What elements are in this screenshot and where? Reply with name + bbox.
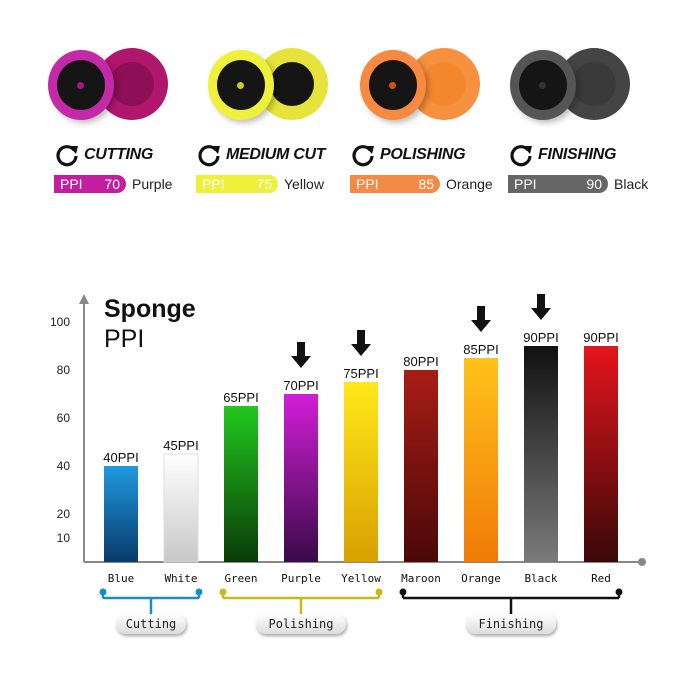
group-label-finishing: Finishing — [466, 614, 556, 634]
ppi-badge-polishing: PPI 85 Orange — [350, 174, 493, 194]
rotate-cycle-icon — [352, 145, 374, 167]
ppi-label: PPI — [356, 176, 379, 192]
bar — [104, 466, 138, 562]
y-tick-label: 80 — [57, 363, 71, 377]
product-label-polishing: POLISHING — [350, 142, 466, 168]
ppi-pill: PPI 85 — [350, 175, 440, 193]
data-label: 65PPI — [223, 390, 258, 405]
y-axis-arrow — [79, 294, 89, 304]
group-bracket-dot — [615, 588, 623, 596]
product-row: CUTTING PPI 70 Purple MEDIUM CUT PPI 75 … — [0, 0, 700, 210]
group-label-cutting: Cutting — [116, 614, 186, 634]
y-tick-label: 100 — [50, 315, 70, 329]
product-image-finishing — [510, 48, 630, 128]
y-tick-label: 10 — [57, 531, 71, 545]
ppi-value: 90 — [586, 176, 602, 192]
pad-front — [48, 50, 114, 120]
product-name: MEDIUM CUT — [226, 146, 326, 163]
product-label-medium-cut: MEDIUM CUT — [196, 142, 326, 168]
bar — [344, 382, 378, 562]
pad-front — [208, 50, 274, 120]
chart-title-text: Sponge — [104, 295, 196, 323]
ppi-value: 85 — [418, 176, 434, 192]
data-label: 90PPI — [523, 330, 558, 345]
data-label: 75PPI — [343, 366, 378, 381]
bar — [284, 394, 318, 562]
ppi-badge-cutting: PPI 70 Purple — [54, 174, 172, 194]
x-tick-label: Maroon — [401, 572, 441, 585]
group-bracket-dot — [219, 588, 227, 596]
product-image-polishing — [360, 48, 480, 128]
data-label: 45PPI — [163, 438, 198, 453]
bar — [163, 453, 199, 563]
chart-subtitle: PPI — [104, 325, 145, 353]
y-tick-label: 40 — [57, 459, 71, 473]
group-bracket-dot — [195, 588, 203, 596]
ppi-label: PPI — [60, 176, 83, 192]
product-name: CUTTING — [84, 146, 154, 163]
down-arrow-icon — [531, 294, 551, 320]
ppi-pill: PPI 75 — [196, 175, 278, 193]
data-label: 90PPI — [583, 330, 618, 345]
pad-color-name: Orange — [446, 176, 493, 192]
product-image-medium-cut — [208, 48, 328, 128]
group-bracket-dot — [399, 588, 407, 596]
ppi-label: PPI — [202, 176, 225, 192]
ppi-pill: PPI 70 — [54, 175, 126, 193]
x-tick-label: Black — [524, 572, 557, 585]
product-label-cutting: CUTTING — [54, 142, 153, 168]
down-arrow-icon — [351, 330, 371, 356]
rotate-cycle-icon — [56, 145, 78, 167]
x-axis-end — [638, 558, 646, 566]
data-label: 80PPI — [403, 354, 438, 369]
pad-color-name: Purple — [132, 176, 173, 192]
x-tick-label: White — [164, 572, 197, 585]
pad-back — [558, 48, 630, 120]
rotate-cycle-icon — [510, 145, 532, 167]
x-tick-label: Green — [224, 572, 257, 585]
bar-chart: 10 20 40 60 80 100 40PPI Blue 45PPI White 65PPI Gre… — [50, 294, 646, 614]
bar — [464, 358, 498, 562]
ppi-label: PPI — [514, 176, 537, 192]
x-tick-label: Blue — [108, 572, 135, 585]
product-name: POLISHING — [380, 146, 466, 163]
ppi-chart: 10 20 40 60 80 100 40PPI Blue 45PPI White 65PPI Gre… — [0, 260, 700, 700]
bar — [584, 346, 618, 562]
product-image-cutting — [48, 48, 168, 128]
group-bracket-dot — [99, 588, 107, 596]
group-label-polishing: Polishing — [256, 614, 346, 634]
bar — [524, 346, 558, 562]
data-label: 40PPI — [103, 450, 138, 465]
y-tick-label: 60 — [57, 411, 71, 425]
x-tick-label: Orange — [461, 572, 501, 585]
ppi-value: 75 — [256, 176, 272, 192]
ppi-pill: PPI 90 — [508, 175, 608, 193]
down-arrow-icon — [291, 342, 311, 368]
y-tick-label: 20 — [57, 507, 71, 521]
data-label: 70PPI — [283, 378, 318, 393]
ppi-value: 70 — [104, 176, 120, 192]
data-label: 85PPI — [463, 342, 498, 357]
product-label-finishing: FINISHING — [508, 142, 617, 168]
x-tick-label: Purple — [281, 572, 321, 585]
group-bracket-dot — [375, 588, 383, 596]
ppi-badge-finishing: PPI 90 Black — [508, 174, 648, 194]
bar — [404, 370, 438, 562]
rotate-cycle-icon — [198, 145, 220, 167]
down-arrow-icon — [471, 306, 491, 332]
x-tick-label: Red — [591, 572, 611, 585]
bar — [224, 406, 258, 562]
pad-front — [510, 50, 576, 120]
pad-color-name: Black — [614, 176, 649, 192]
product-name: FINISHING — [538, 146, 617, 163]
chart-title: Sponge PPI — [104, 294, 196, 354]
pad-front — [360, 50, 426, 120]
pad-color-name: Yellow — [284, 176, 324, 192]
x-tick-label: Yellow — [341, 572, 381, 585]
ppi-badge-medium-cut: PPI 75 Yellow — [196, 174, 324, 194]
